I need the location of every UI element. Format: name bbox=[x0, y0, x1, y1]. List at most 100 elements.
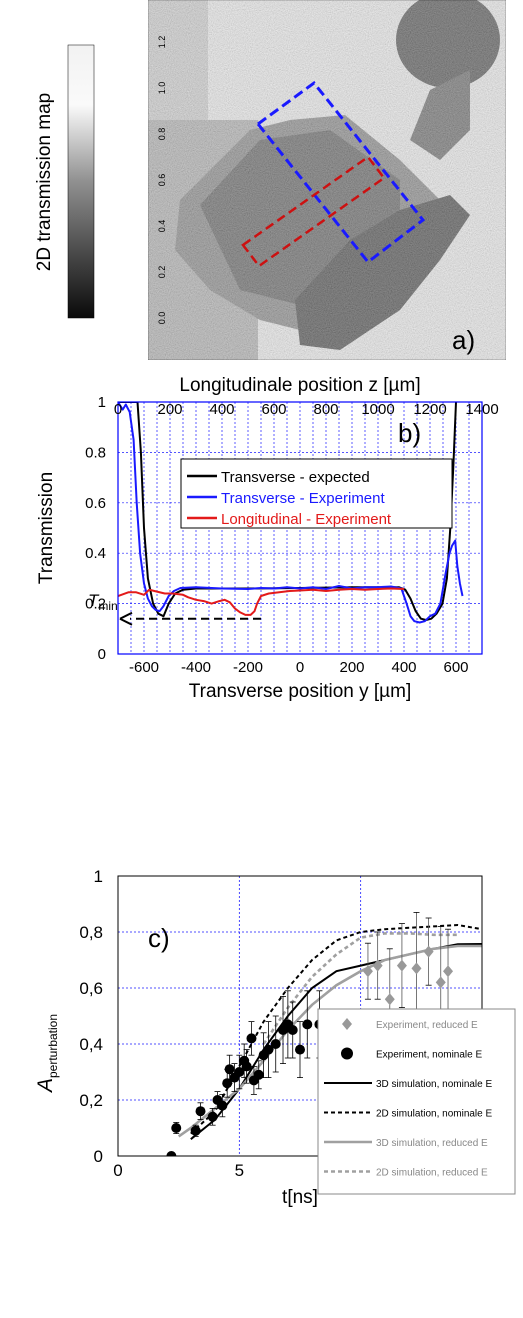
colorbar-label: 2D transmission map bbox=[34, 93, 55, 271]
simulation-line-3 bbox=[190, 923, 482, 1135]
top-tick-label: 800 bbox=[313, 401, 338, 418]
y-tick-label: 1 bbox=[98, 394, 106, 411]
data-point bbox=[372, 959, 383, 972]
x-axis-title: t[ns] bbox=[282, 1187, 318, 1208]
legend-box bbox=[317, 1008, 516, 1195]
image-tick-label: 1.2 bbox=[157, 36, 167, 49]
top-axis-title: Longitudinale position z [µm] bbox=[179, 375, 420, 396]
plot-frame bbox=[117, 401, 483, 655]
x-tick-label: 400 bbox=[391, 659, 416, 676]
image-tick-label: 0.6 bbox=[157, 174, 167, 187]
legend-label: 3D simulation, reduced E bbox=[376, 1138, 488, 1149]
data-point bbox=[234, 1067, 245, 1077]
top-tick-label: 1200 bbox=[413, 401, 446, 418]
legend-swatch bbox=[342, 1018, 352, 1030]
tmin-subscript: min bbox=[98, 599, 117, 613]
y-tick-label: 1 bbox=[94, 867, 103, 886]
data-point bbox=[384, 993, 395, 1006]
legend: Transverse - expected Transverse - Experi… bbox=[180, 458, 453, 529]
panel-b-letter: b) bbox=[398, 418, 421, 448]
data-point bbox=[195, 1106, 206, 1117]
image-tick-label: 0.4 bbox=[157, 220, 167, 233]
x-axis-title: Transverse position y [µm] bbox=[189, 681, 411, 702]
data-point bbox=[270, 1039, 281, 1049]
data-point bbox=[295, 1044, 305, 1055]
legend: Experiment, reduced E Experiment, nominal… bbox=[317, 1008, 516, 1195]
y-tick-label: 0,2 bbox=[79, 1091, 103, 1110]
data-point bbox=[411, 962, 422, 975]
x-tick-label: 5 bbox=[235, 1161, 244, 1180]
legend-label: Experiment, nominale E bbox=[376, 1050, 482, 1061]
data-point bbox=[396, 959, 407, 972]
panel-a-letter: a) bbox=[452, 325, 475, 355]
x-tick-label: 0 bbox=[296, 659, 304, 676]
y-tick-label: 0 bbox=[98, 646, 106, 663]
legend-label: Transverse - Experiment bbox=[221, 490, 385, 507]
legend-label: 2D simulation, nominale E bbox=[376, 1109, 492, 1120]
y-axis-title: Transmission bbox=[36, 472, 57, 584]
y-axis-title-main: A bbox=[34, 1078, 57, 1094]
legend-swatch bbox=[341, 1047, 353, 1060]
colorbar: 2D transmission map bbox=[34, 44, 95, 319]
transmission-image bbox=[148, 0, 506, 360]
transverse-lineout-rectangle bbox=[255, 80, 426, 265]
tmin-letter: T bbox=[88, 591, 100, 610]
tmin-label: Tmin bbox=[88, 591, 118, 613]
legend-label: Transverse - expected bbox=[221, 469, 370, 486]
series-line-1 bbox=[118, 402, 464, 624]
x-tick-label: -200 bbox=[233, 659, 263, 676]
y-tick-label: 0.2 bbox=[85, 596, 106, 613]
y-tick-label: 0,4 bbox=[79, 1035, 103, 1054]
x-tick-label: 200 bbox=[339, 659, 364, 676]
top-tick-label: 1000 bbox=[361, 401, 394, 418]
longitudinal-lineout-rectangle bbox=[241, 155, 386, 268]
top-tick-label: 600 bbox=[261, 401, 286, 418]
data-point bbox=[190, 1125, 201, 1136]
data-point bbox=[423, 945, 434, 958]
legend-label: Experiment, reduced E bbox=[376, 1020, 478, 1031]
top-tick-label: 200 bbox=[157, 401, 182, 418]
data-point bbox=[171, 1123, 182, 1133]
top-tick-label: 400 bbox=[209, 401, 234, 418]
series-lines bbox=[118, 402, 464, 624]
y-tick-label: 0,8 bbox=[79, 923, 103, 942]
data-point bbox=[302, 1019, 313, 1030]
y-axis-title-subscript: perturbation bbox=[46, 1014, 60, 1078]
y-tick-label: 0 bbox=[94, 1147, 103, 1166]
image-tick-label: 0.2 bbox=[157, 266, 167, 279]
image-tick-label: 0.8 bbox=[157, 128, 167, 141]
perturbation-amplitude-chart: 05101500,20,40,60,81 t[ns] Aperturbation… bbox=[34, 867, 516, 1208]
x-tick-label: -400 bbox=[181, 659, 211, 676]
simulation-line-5 bbox=[262, 932, 458, 1045]
data-point bbox=[224, 1064, 235, 1075]
tmin-arrowhead bbox=[119, 611, 133, 626]
axis-ticks: -600 -400 -200 0 200 400 600 0 200 400 600 800 1000 1… bbox=[85, 394, 499, 676]
y-tick-label: 0.4 bbox=[85, 545, 106, 562]
y-tick-label: 0,6 bbox=[79, 979, 103, 998]
x-tick-label: -600 bbox=[129, 659, 159, 676]
data-point bbox=[166, 1151, 177, 1156]
data-point bbox=[362, 965, 373, 978]
panel-c-letter: c) bbox=[148, 923, 170, 953]
transmission-map-panel: 2D transmission map 0.0 0.2 0.4 0.6 0.8 … bbox=[34, 0, 506, 360]
data-point bbox=[435, 976, 446, 989]
y-tick-label: 0.8 bbox=[85, 444, 106, 461]
legend-label: Longitudinal - Experiment bbox=[221, 511, 392, 528]
y-tick-label: 0.6 bbox=[85, 495, 106, 512]
data-point bbox=[241, 1061, 252, 1072]
image-y-ticks: 0.0 0.2 0.4 0.6 0.8 1.0 1.2 bbox=[157, 36, 167, 325]
x-tick-label: 0 bbox=[113, 1161, 122, 1180]
top-tick-label: 1400 bbox=[465, 401, 498, 418]
data-point bbox=[207, 1111, 218, 1122]
series-line-2 bbox=[118, 587, 405, 616]
data-point bbox=[443, 965, 454, 978]
image-tick-label: 1.0 bbox=[157, 82, 167, 95]
legend-box bbox=[180, 458, 453, 529]
tmin-annotation: Tmin bbox=[88, 591, 261, 626]
top-tick-label: 0 bbox=[114, 401, 122, 418]
colorbar-gradient bbox=[67, 44, 95, 319]
y-axis-title: Aperturbation bbox=[34, 1014, 60, 1094]
data-point bbox=[246, 1033, 257, 1044]
legend-label: 3D simulation, nominale E bbox=[376, 1079, 492, 1090]
